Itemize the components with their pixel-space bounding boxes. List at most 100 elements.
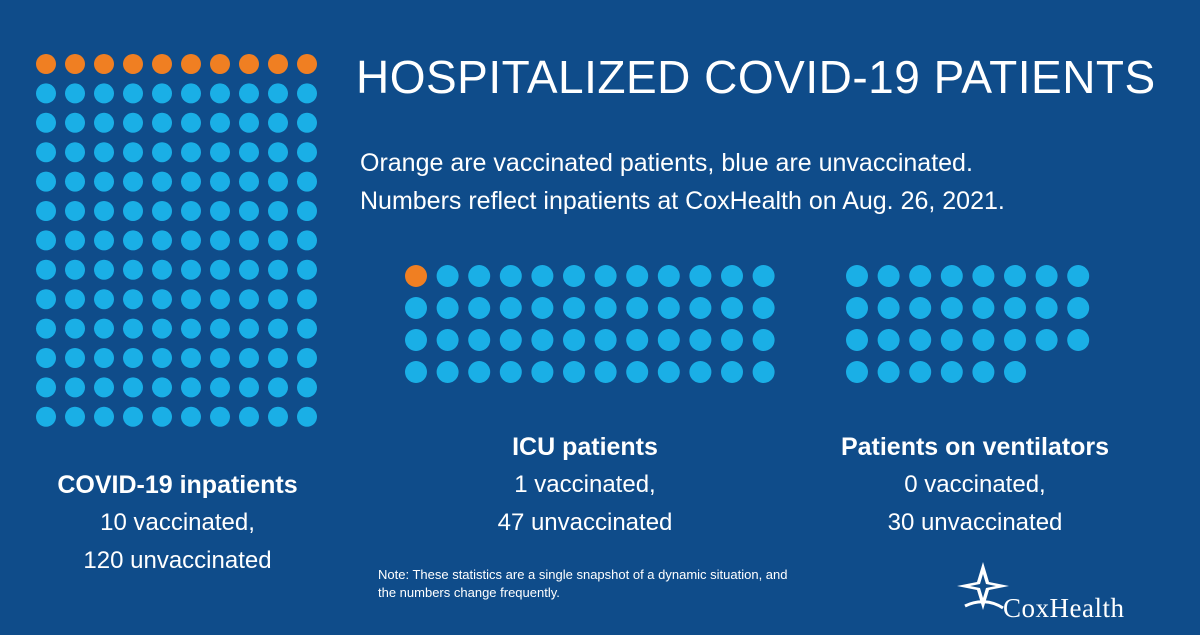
unvaccinated-dot — [297, 348, 317, 368]
unvaccinated-dot — [721, 265, 743, 287]
unvaccinated-dot — [123, 230, 143, 251]
inpatients-vaccinated-text: 10 vaccinated, — [100, 509, 255, 536]
unvaccinated-dot — [940, 265, 963, 287]
unvaccinated-dot — [297, 289, 317, 310]
unvaccinated-dot — [210, 171, 230, 192]
unvaccinated-dot — [123, 318, 143, 339]
unvaccinated-dot — [594, 329, 617, 351]
unvaccinated-dot — [36, 259, 56, 280]
inpatients-unvaccinated-text: 120 unvaccinated — [83, 547, 272, 574]
unvaccinated-dot — [94, 230, 114, 251]
unvaccinated-dot — [152, 142, 172, 163]
unvaccinated-dot — [152, 230, 172, 251]
unvaccinated-dot — [297, 171, 317, 192]
unvaccinated-dot — [210, 201, 230, 221]
ventilator-vaccinated-text: 0 vaccinated, — [904, 471, 1046, 498]
unvaccinated-dot — [181, 318, 201, 339]
unvaccinated-dot — [36, 348, 56, 368]
unvaccinated-dot — [689, 297, 712, 319]
unvaccinated-dot — [94, 377, 114, 398]
unvaccinated-dot — [436, 265, 459, 287]
unvaccinated-dot — [909, 361, 932, 383]
unvaccinated-dot — [594, 297, 617, 319]
unvaccinated-dot — [268, 259, 288, 280]
unvaccinated-dot — [181, 289, 201, 310]
unvaccinated-dot — [36, 142, 56, 163]
inpatients-label: COVID-19 inpatients 10 vaccinated, 120 u… — [20, 466, 335, 580]
unvaccinated-dot — [1067, 297, 1090, 319]
unvaccinated-dot — [909, 297, 932, 319]
unvaccinated-dot — [152, 289, 172, 310]
vaccinated-dot — [405, 265, 427, 287]
unvaccinated-dot — [1035, 329, 1058, 351]
ventilator-label: Patients on ventilators 0 vaccinated, 30… — [800, 428, 1150, 542]
unvaccinated-dot — [181, 230, 201, 251]
unvaccinated-dot — [877, 361, 900, 383]
unvaccinated-dot — [210, 289, 230, 310]
unvaccinated-dot — [36, 318, 56, 339]
unvaccinated-dot — [239, 348, 259, 368]
unvaccinated-dot — [123, 348, 143, 368]
unvaccinated-dot — [152, 83, 172, 104]
unvaccinated-dot — [268, 406, 288, 427]
unvaccinated-dot — [152, 318, 172, 339]
unvaccinated-dot — [94, 259, 114, 280]
unvaccinated-dot — [468, 297, 491, 319]
unvaccinated-dot — [972, 265, 995, 287]
unvaccinated-dot — [210, 142, 230, 163]
unvaccinated-dot — [123, 406, 143, 427]
unvaccinated-dot — [657, 297, 680, 319]
unvaccinated-dot — [909, 329, 932, 351]
unvaccinated-dot — [405, 329, 427, 351]
unvaccinated-dot — [36, 406, 56, 427]
unvaccinated-dot — [405, 361, 427, 383]
unvaccinated-dot — [239, 83, 259, 104]
unvaccinated-dot — [1035, 265, 1058, 287]
unvaccinated-dot — [297, 406, 317, 427]
unvaccinated-dot — [239, 230, 259, 251]
unvaccinated-dot — [181, 112, 201, 133]
unvaccinated-dot — [1067, 329, 1090, 351]
unvaccinated-dot — [181, 348, 201, 368]
unvaccinated-dot — [531, 265, 554, 287]
unvaccinated-dot — [268, 83, 288, 104]
unvaccinated-dot — [499, 329, 522, 351]
unvaccinated-dot — [268, 112, 288, 133]
unvaccinated-dot — [268, 377, 288, 398]
ventilator-dot-grid — [846, 265, 1090, 383]
icu-unvaccinated-text: 47 unvaccinated — [497, 509, 673, 536]
unvaccinated-dot — [94, 406, 114, 427]
unvaccinated-dot — [210, 259, 230, 280]
unvaccinated-dot — [972, 329, 995, 351]
vaccinated-dot — [36, 54, 56, 74]
unvaccinated-dot — [181, 171, 201, 192]
unvaccinated-dot — [940, 297, 963, 319]
unvaccinated-dot — [239, 318, 259, 339]
unvaccinated-dot — [468, 361, 491, 383]
unvaccinated-dot — [268, 201, 288, 221]
ventilator-heading: Patients on ventilators — [840, 433, 1110, 461]
unvaccinated-dot — [499, 361, 522, 383]
vaccinated-dot — [239, 54, 259, 74]
unvaccinated-dot — [152, 406, 172, 427]
unvaccinated-dot — [1004, 265, 1026, 287]
unvaccinated-dot — [123, 377, 143, 398]
inpatients-dot-grid — [36, 54, 317, 427]
unvaccinated-dot — [210, 377, 230, 398]
unvaccinated-dot — [563, 329, 585, 351]
unvaccinated-dot — [181, 377, 201, 398]
unvaccinated-dot — [123, 259, 143, 280]
unvaccinated-dot — [65, 142, 85, 163]
unvaccinated-dot — [1004, 329, 1026, 351]
unvaccinated-dot — [65, 83, 85, 104]
icu-heading: ICU patients — [512, 433, 658, 461]
unvaccinated-dot — [239, 201, 259, 221]
unvaccinated-dot — [94, 348, 114, 368]
unvaccinated-dot — [1004, 297, 1026, 319]
unvaccinated-dot — [36, 83, 56, 104]
unvaccinated-dot — [65, 112, 85, 133]
unvaccinated-dot — [123, 171, 143, 192]
unvaccinated-dot — [846, 329, 868, 351]
unvaccinated-dot — [94, 289, 114, 310]
unvaccinated-dot — [531, 361, 554, 383]
